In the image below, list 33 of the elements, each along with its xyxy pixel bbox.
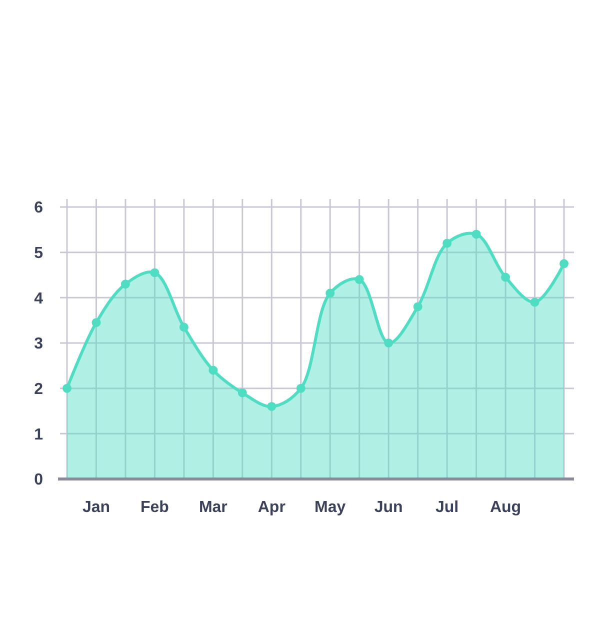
x-tick-label: Jun (374, 499, 403, 516)
point (120, 280, 130, 289)
point (501, 272, 510, 282)
point (354, 275, 364, 284)
point (326, 288, 335, 298)
point (413, 302, 422, 312)
point (530, 298, 540, 307)
point (150, 268, 160, 278)
point (472, 230, 481, 239)
x-tick-label: Jul (435, 499, 459, 516)
y-tick-label: 1 (34, 426, 44, 444)
x-tick-label: Jan (82, 499, 110, 516)
point (92, 318, 101, 328)
point (296, 384, 306, 393)
y-tick-label: 5 (34, 244, 44, 262)
point (238, 388, 247, 398)
point (560, 259, 568, 268)
point (267, 402, 276, 411)
y-tick-label: 3 (34, 336, 44, 353)
point (62, 384, 72, 393)
x-tick-label: Apr (258, 499, 286, 516)
point (384, 338, 394, 348)
x-tick-label: Mar (198, 499, 228, 516)
y-tick-label: 6 (34, 200, 44, 217)
point (442, 238, 452, 248)
y-tick-label: 4 (34, 290, 44, 308)
y-tick-label: 2 (34, 380, 44, 398)
y-tick-label: 0 (34, 472, 44, 489)
x-tick-label: Aug (490, 499, 522, 516)
point (208, 366, 218, 375)
x-tick-label: May (314, 499, 346, 516)
point (179, 322, 188, 332)
x-tick-label: Feb (140, 499, 170, 516)
